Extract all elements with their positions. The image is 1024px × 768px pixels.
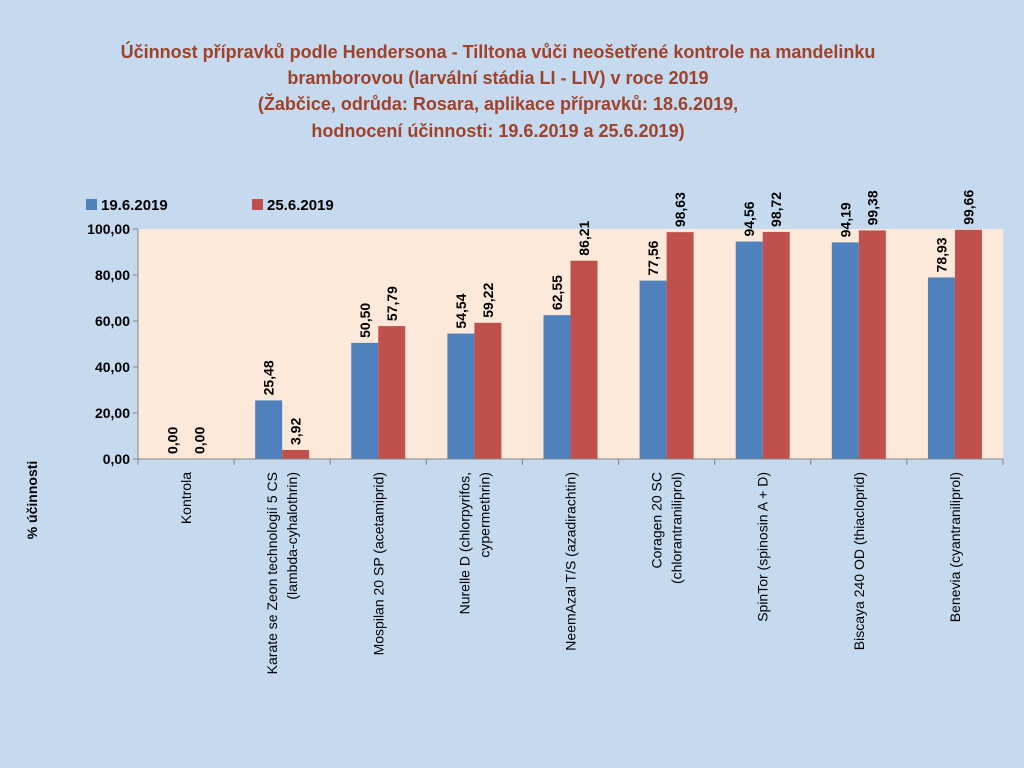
y-tick-label: 60,00 xyxy=(95,313,130,329)
x-axis: Kontrola Karate se Zeon technologií 5 CS(… xyxy=(137,458,1004,674)
bar-series1 xyxy=(351,342,379,459)
y-axis-label: % účinnosti xyxy=(24,461,40,540)
bar-series1 xyxy=(927,277,955,459)
data-label: 94,19 xyxy=(837,202,853,237)
x-category-label: Biscaya 240 OD (thiacloprid) xyxy=(851,472,867,650)
x-category-label: (chlorantraniliprol) xyxy=(669,472,685,584)
bar-series2 xyxy=(378,326,406,459)
x-category-label: SpinTor (spinosin A + D) xyxy=(755,472,771,622)
chart-title: Účinnost přípravků podle Hendersona - Ti… xyxy=(121,41,876,141)
y-tick-label: 20,00 xyxy=(95,405,130,421)
data-label: 98,63 xyxy=(672,192,688,227)
x-category-label: Nurelle D (chlorpyrifos, xyxy=(456,472,472,614)
bar-series2 xyxy=(570,260,598,459)
data-label: 50,50 xyxy=(357,303,373,338)
x-category-label: Karate se Zeon technologií 5 CS xyxy=(264,472,280,674)
bar-series1 xyxy=(543,315,571,459)
y-tick-label: 100,00 xyxy=(87,221,130,237)
data-label: 59,22 xyxy=(480,283,496,318)
data-label: 3,92 xyxy=(288,418,304,445)
bar-series1 xyxy=(735,241,763,459)
legend-swatch xyxy=(86,199,97,210)
bar-series2 xyxy=(858,230,886,459)
bar-series1 xyxy=(831,242,859,459)
y-tick-label: 0,00 xyxy=(103,451,130,467)
data-label: 25,48 xyxy=(261,360,277,395)
chart-title-line: hodnocení účinnosti: 19.6.2019 a 25.6.20… xyxy=(311,121,684,141)
bar-series2 xyxy=(666,232,694,459)
data-label: 62,55 xyxy=(549,275,565,310)
x-category-label: Benevia (cyantraniliprol) xyxy=(947,472,963,622)
data-label: 99,66 xyxy=(960,190,976,225)
chart-legend: 19.6.2019 25.6.2019 xyxy=(86,197,334,214)
data-label: 0,00 xyxy=(165,427,181,454)
data-label: 77,56 xyxy=(645,240,661,275)
bar-series2 xyxy=(474,322,502,459)
legend-label: 25.6.2019 xyxy=(267,197,334,214)
data-label: 94,56 xyxy=(741,201,757,236)
data-label: 86,21 xyxy=(576,220,592,255)
x-category-label: NeemAzal T/S (azadirachtin) xyxy=(563,472,579,651)
x-category-label: Coragen 20 SC xyxy=(649,472,665,569)
data-label: 57,79 xyxy=(384,286,400,321)
chart-title-line: bramborovou (larvální stádia LI - LIV) v… xyxy=(287,68,708,88)
data-label: 0,00 xyxy=(192,427,208,454)
data-label: 98,72 xyxy=(768,192,784,227)
chart-title-line: Účinnost přípravků podle Hendersona - Ti… xyxy=(121,41,876,62)
data-label: 99,38 xyxy=(864,190,880,225)
bar-series2 xyxy=(762,231,790,459)
data-label: 78,93 xyxy=(933,237,949,272)
data-labels: 0,00 0,00 25,48 3,92 50,50 57,79 54,54 59,22 62,… xyxy=(165,190,977,454)
bar-series1 xyxy=(639,280,667,459)
bar-series1 xyxy=(255,400,283,459)
x-category-label: (lambda-cyhalothrin) xyxy=(284,472,300,600)
bars xyxy=(255,229,982,459)
x-category-label: Mospilan 20 SP (acetamiprid) xyxy=(370,472,386,655)
chart-title-line: (Žabčice, odrůda: Rosara, aplikace přípr… xyxy=(258,93,738,114)
bar-series2 xyxy=(954,229,982,459)
y-tick-label: 40,00 xyxy=(95,359,130,375)
data-label: 54,54 xyxy=(453,293,469,328)
bar-series1 xyxy=(447,333,475,459)
bar-series2 xyxy=(282,449,310,459)
legend-label: 19.6.2019 xyxy=(101,197,168,214)
x-category-label: cypermethrin) xyxy=(476,472,492,558)
legend-swatch xyxy=(252,199,263,210)
y-tick-label: 80,00 xyxy=(95,267,130,283)
x-category-label: Kontrola xyxy=(178,472,194,524)
y-axis: 0,00 20,00 40,00 60,00 80,00 100,00 xyxy=(87,221,139,467)
